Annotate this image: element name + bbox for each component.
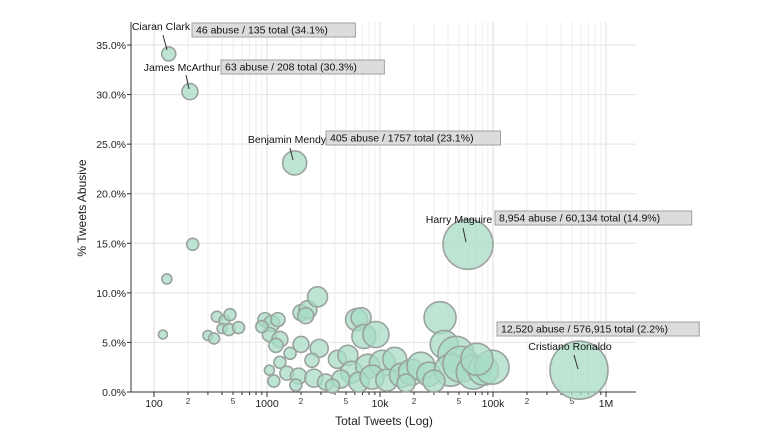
annotation-box-text: 8,954 abuse / 60,134 total (14.9%) [499, 213, 660, 225]
annotation-leader-line [289, 147, 294, 161]
annotations: Ciaran Clark 46 abuse / 135 total (34.1%)… [132, 21, 700, 370]
data-point [255, 319, 269, 334]
x-axis-title: Total Tweets (Log) [335, 414, 433, 428]
data-point [324, 378, 341, 394]
y-tick-label: 15.0% [96, 238, 126, 250]
data-point [263, 364, 276, 376]
data-point [292, 335, 310, 354]
y-tick-label: 10.0% [96, 288, 126, 300]
y-tick-label: 0.0% [102, 387, 126, 399]
ticks: 0.0% 5.0% 10.0% 15.0% 20.0% 25.0% 30.0% 35.0% 10… [96, 40, 613, 410]
data-point [267, 374, 281, 388]
data-points [157, 46, 609, 400]
x-minor-tick-label: 5 [231, 397, 236, 406]
annotation-box [220, 59, 385, 75]
data-point [185, 237, 200, 252]
data-point [423, 300, 457, 335]
x-tick-label: 1000 [255, 398, 279, 410]
data-point [309, 338, 330, 359]
y-tick-label: 30.0% [96, 90, 126, 102]
annotation-box-text: 12,520 abuse / 576,915 total (2.2%) [501, 324, 668, 336]
data-point [207, 332, 221, 345]
annotation-box [191, 22, 356, 38]
y-axis-title: % Tweets Abusive [75, 159, 89, 256]
annotation-player-name: James McArthur [144, 62, 221, 74]
data-point [422, 369, 446, 393]
data-point [362, 320, 390, 349]
data-point [270, 311, 286, 328]
data-point [442, 218, 494, 271]
x-minor-tick-label: 2 [525, 397, 530, 406]
annotation-box-text: 405 abuse / 1757 total (23.1%) [330, 133, 474, 145]
x-minor-tick-label: 5 [457, 397, 462, 406]
x-tick-label: 1M [599, 398, 614, 410]
annotation-player-name: Cristiano Ronaldo [528, 341, 612, 353]
x-minor-tick-label: 2 [412, 397, 417, 406]
annotation-box [494, 210, 693, 226]
data-point [283, 346, 297, 361]
x-minor-tick-label: 5 [570, 397, 575, 406]
data-point [281, 150, 308, 176]
data-point [231, 320, 246, 335]
x-minor-tick-label: 5 [344, 397, 349, 406]
data-point [157, 329, 169, 340]
data-point [460, 342, 494, 377]
data-point [306, 286, 329, 308]
annotation-leader-line [462, 227, 467, 243]
y-tick-label: 35.0% [96, 40, 126, 52]
x-tick-label: 100 [145, 398, 163, 410]
annotation-box-text: 46 abuse / 135 total (34.1%) [196, 25, 328, 37]
y-tick-label: 20.0% [96, 189, 126, 201]
y-tick-label: 25.0% [96, 139, 126, 151]
x-tick-label: 100k [482, 398, 506, 410]
data-point [396, 373, 416, 393]
data-point [223, 307, 237, 322]
annotation-player-name: Harry Maguire [426, 214, 493, 226]
annotation-box-text: 63 abuse / 208 total (30.3%) [225, 62, 357, 74]
annotation-leader-line [185, 74, 190, 90]
y-tick-label: 5.0% [102, 337, 126, 349]
data-point [268, 337, 284, 354]
data-point [161, 273, 173, 285]
annotation-leader-line [162, 34, 168, 51]
data-point [273, 355, 287, 370]
data-point [160, 46, 177, 62]
data-point [296, 306, 315, 325]
data-point [304, 352, 320, 369]
annotation-leader-line [573, 354, 579, 370]
annotation-box [496, 321, 700, 337]
data-point [181, 82, 199, 101]
annotation-box [325, 130, 501, 146]
x-tick-label: 10k [372, 398, 390, 410]
x-minor-tick-label: 2 [299, 397, 304, 406]
x-minor-tick-label: 2 [186, 397, 191, 406]
data-point [289, 378, 303, 392]
annotation-player-name: Ciaran Clark [132, 21, 191, 33]
data-point [549, 340, 609, 400]
annotation-player-name: Benjamin Mendy [248, 134, 327, 146]
